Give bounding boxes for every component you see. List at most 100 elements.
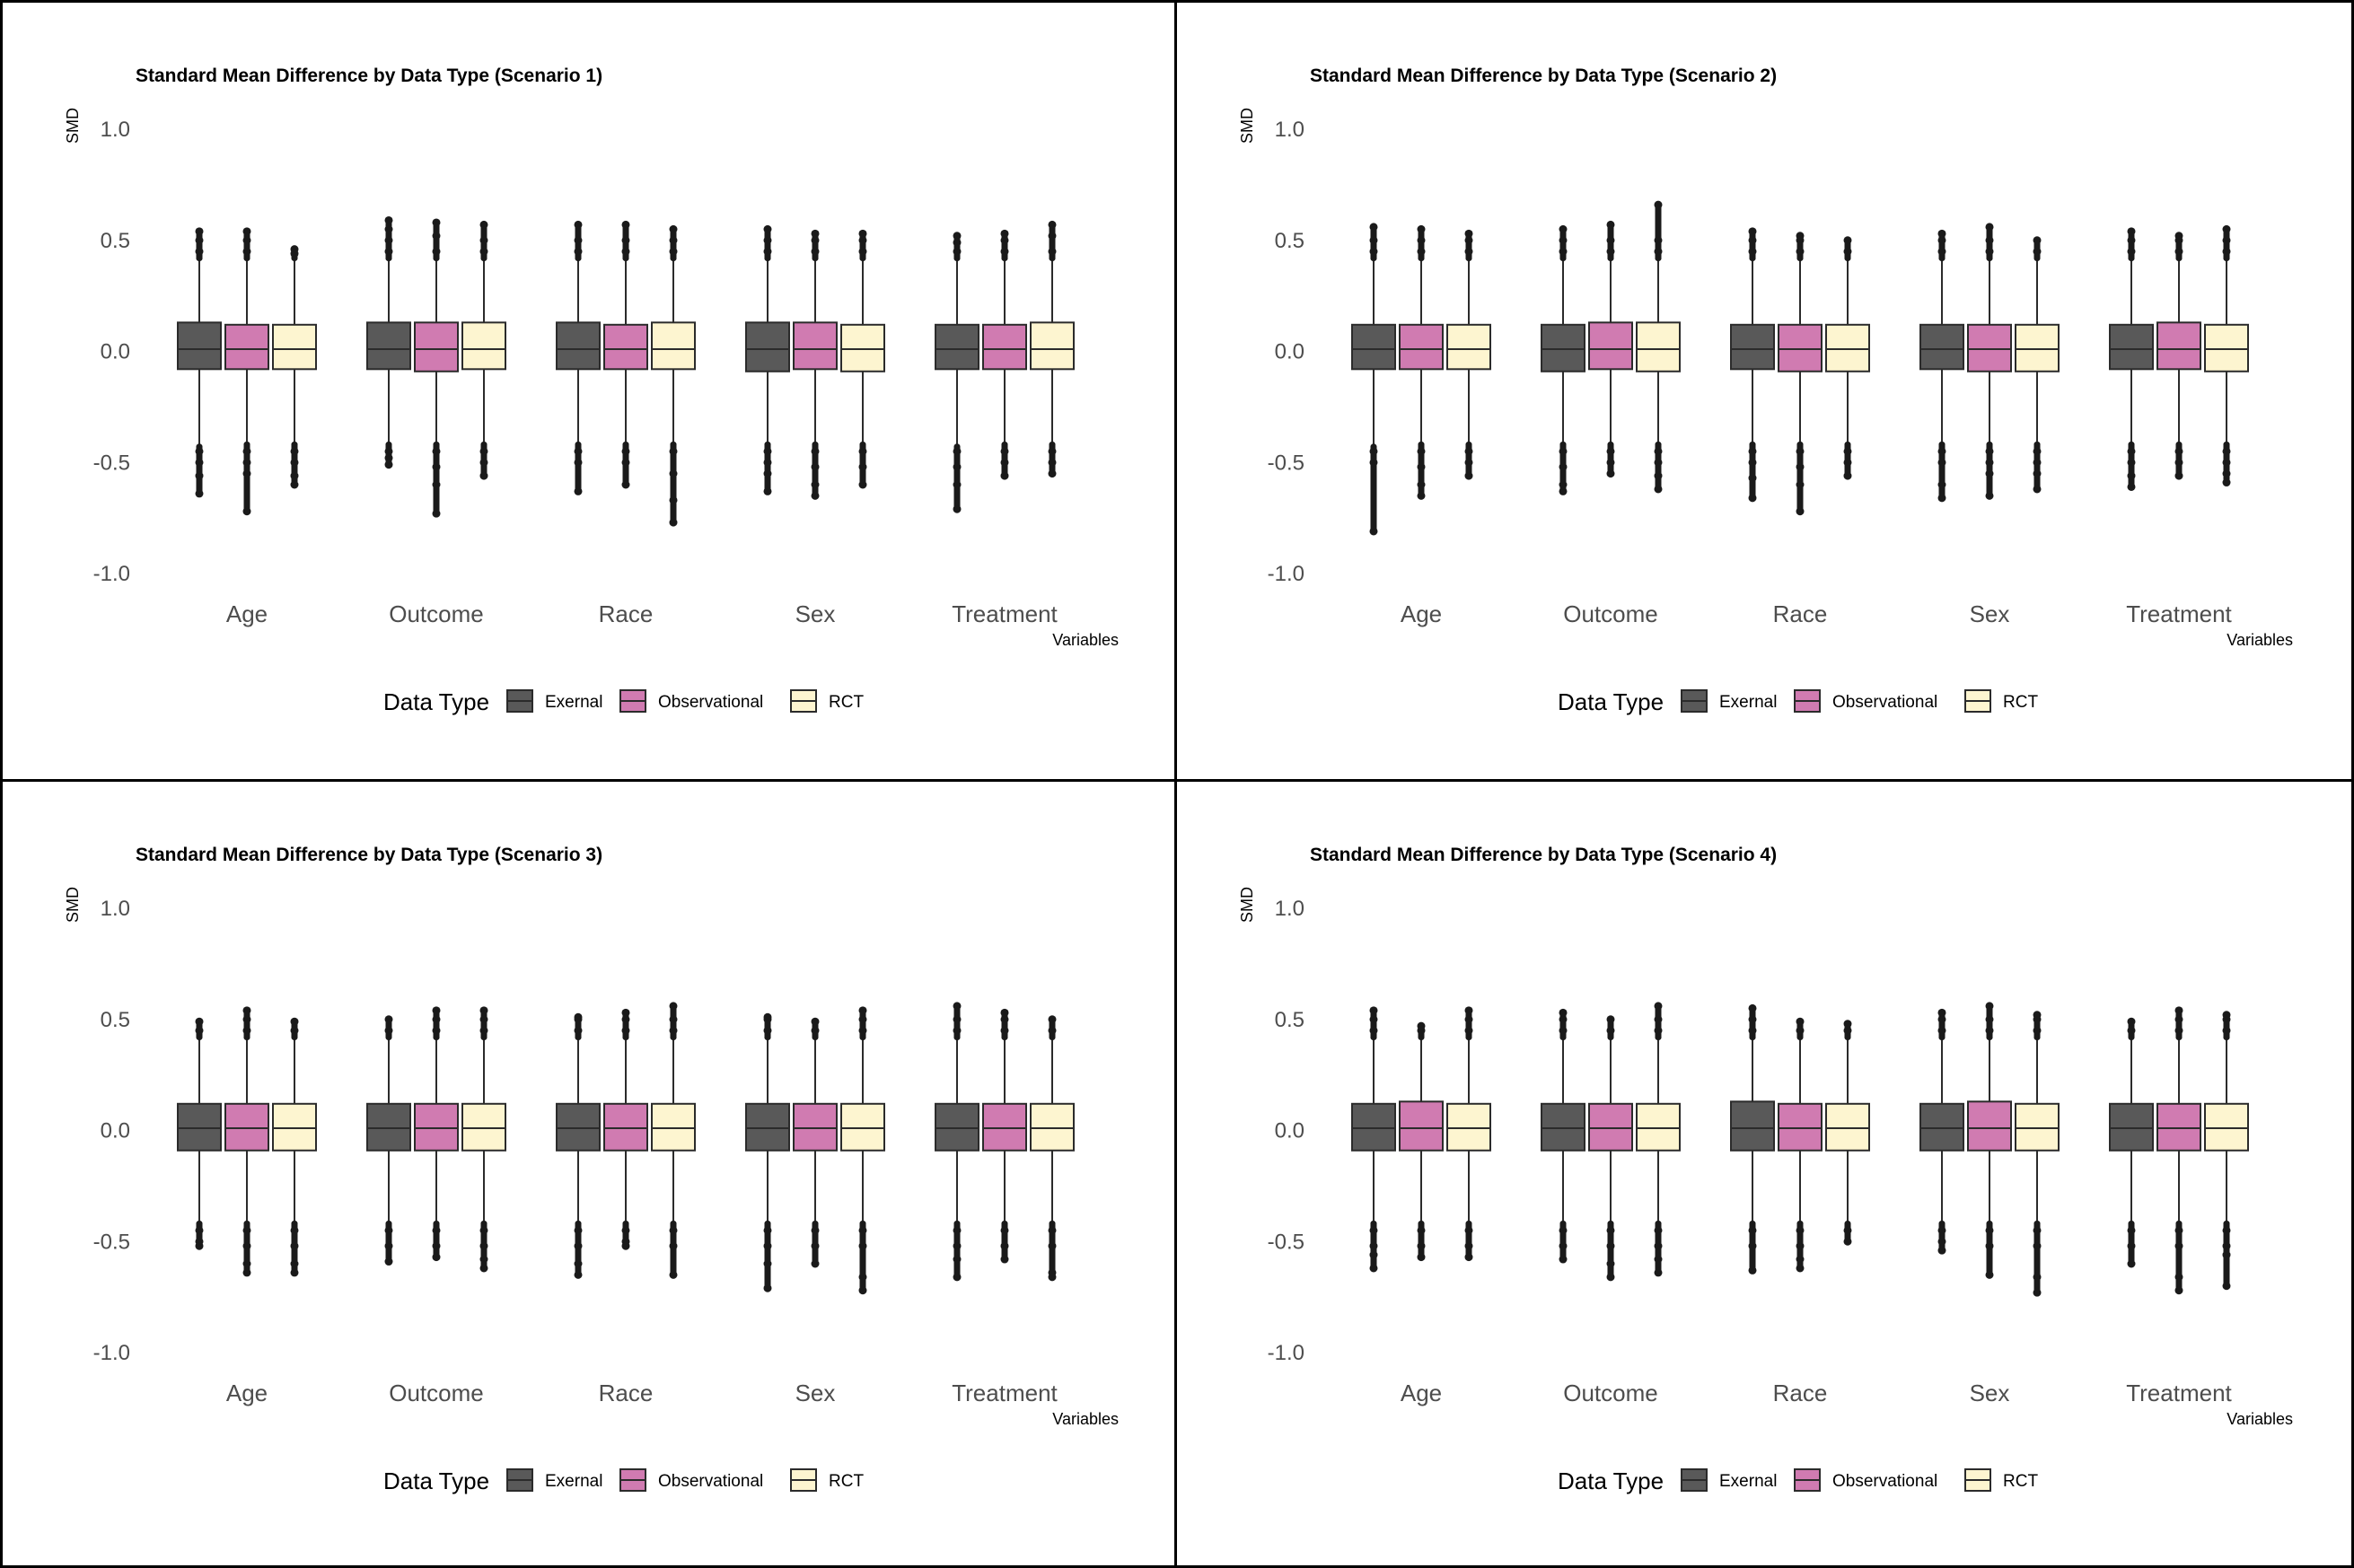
x-tick-label-treatment: Treatment xyxy=(2126,600,2232,627)
box-iqr xyxy=(603,1102,648,1152)
box-iqr xyxy=(366,1102,411,1152)
outlier-point xyxy=(2222,1011,2231,1020)
outlier-point xyxy=(1417,1021,1426,1030)
box-age-observational xyxy=(224,227,269,516)
outlier-point xyxy=(811,229,820,238)
y-tick-label: 0.5 xyxy=(1275,229,1304,253)
box-iqr xyxy=(414,1102,459,1152)
box-iqr xyxy=(1636,321,1681,372)
chart-svg: Standard Mean Difference by Data Type (S… xyxy=(1238,845,2293,1494)
outlier-point xyxy=(1654,1002,1663,1011)
outlier-point xyxy=(1000,1008,1009,1017)
box-iqr xyxy=(651,1102,696,1152)
box-sex-exernal xyxy=(745,1012,790,1292)
y-axis-label: SMD xyxy=(64,887,82,923)
outlier-point xyxy=(1937,229,1946,238)
box-age-exernal xyxy=(1351,1006,1396,1273)
outlier-point xyxy=(432,1253,441,1262)
y-tick-label: 0.5 xyxy=(101,1008,130,1032)
outlier-point xyxy=(1464,1253,1473,1262)
box-iqr xyxy=(2015,1102,2060,1152)
x-tick-label-race: Race xyxy=(599,1380,654,1406)
x-tick-label-outcome: Outcome xyxy=(389,600,484,627)
outlier-point xyxy=(811,491,820,500)
box-iqr xyxy=(1588,1102,1633,1152)
outlier-point xyxy=(2127,482,2136,491)
outlier-point xyxy=(242,227,251,236)
outlier-point xyxy=(621,480,630,489)
legend-item-exernal: Exernal xyxy=(506,1468,602,1492)
outlier-point xyxy=(479,1006,488,1015)
box-iqr xyxy=(1446,323,1491,371)
outlier-point xyxy=(1985,1270,1994,1279)
box-iqr xyxy=(1399,1100,1444,1152)
outlier-point xyxy=(574,220,583,229)
box-age-exernal xyxy=(177,227,222,498)
outlier-point xyxy=(1559,224,1568,233)
box-iqr xyxy=(1636,1102,1681,1152)
box-sex-rct xyxy=(840,229,885,489)
box-iqr xyxy=(1967,1100,2012,1152)
outlier-point xyxy=(2033,1011,2042,1020)
box-age-observational xyxy=(1399,1021,1444,1262)
outlier-point xyxy=(669,518,678,527)
outlier-point xyxy=(479,471,488,480)
outlier-point xyxy=(1464,229,1473,238)
x-tick-label-sex: Sex xyxy=(795,600,836,627)
box-iqr xyxy=(2109,1102,2154,1152)
outlier-point xyxy=(1654,200,1663,209)
box-age-rct xyxy=(1446,229,1491,480)
box-sex-rct xyxy=(2015,236,2060,494)
outlier-point xyxy=(1606,1015,1615,1024)
box-iqr xyxy=(1030,321,1075,371)
chart-panel-scenario-1: Standard Mean Difference by Data Type (S… xyxy=(0,0,1179,784)
box-iqr xyxy=(1967,323,2012,372)
outlier-point xyxy=(574,1270,583,1279)
legend-item-rct: RCT xyxy=(790,1468,864,1492)
outlier-point xyxy=(290,1268,299,1277)
x-tick-label-age: Age xyxy=(1401,1380,1442,1406)
box-outcome-exernal xyxy=(366,1015,411,1266)
outlier-point xyxy=(953,1273,962,1282)
box-outcome-observational xyxy=(1588,1015,1633,1282)
outlier-point xyxy=(1000,471,1009,480)
box-outcome-rct xyxy=(461,1006,506,1273)
legend-label: Observational xyxy=(658,693,763,712)
box-iqr xyxy=(2156,321,2201,371)
box-iqr xyxy=(461,1102,506,1152)
outlier-point xyxy=(1985,491,1994,500)
outlier-point xyxy=(1796,1017,1805,1026)
box-race-exernal xyxy=(1730,227,1775,503)
y-tick-label: -1.0 xyxy=(93,1341,130,1365)
outlier-point xyxy=(669,1002,678,1011)
box-iqr xyxy=(1919,1102,1964,1152)
legend: Data Type Exernal Observational RCT xyxy=(383,688,864,715)
outlier-point xyxy=(290,245,299,254)
box-iqr xyxy=(1730,323,1775,371)
outlier-point xyxy=(384,215,393,224)
box-iqr xyxy=(2015,323,2060,372)
box-age-observational xyxy=(224,1006,269,1277)
box-race-exernal xyxy=(556,220,601,495)
legend-item-exernal: Exernal xyxy=(1681,689,1777,713)
y-tick-label: 1.0 xyxy=(101,118,130,142)
x-tick-label-age: Age xyxy=(1401,600,1442,627)
outlier-point xyxy=(953,1002,962,1011)
outlier-point xyxy=(621,1241,630,1250)
outlier-point xyxy=(2222,224,2231,233)
box-iqr xyxy=(556,321,601,371)
outlier-point xyxy=(290,480,299,489)
legend: Data Type Exernal Observational RCT xyxy=(1558,688,2038,715)
outlier-point xyxy=(1417,1253,1426,1262)
box-treatment-exernal xyxy=(935,1002,979,1282)
box-outcome-observational xyxy=(414,218,459,518)
y-tick-label: 1.0 xyxy=(1275,118,1304,142)
x-axis-label: Variables xyxy=(2227,1410,2293,1428)
box-treatment-rct xyxy=(1030,1015,1075,1282)
box-sex-observational xyxy=(793,1017,838,1268)
box-outcome-observational xyxy=(1588,220,1633,478)
box-iqr xyxy=(651,321,696,371)
outlier-point xyxy=(1464,471,1473,480)
outlier-point xyxy=(1369,1006,1378,1015)
box-iqr xyxy=(1730,1100,1775,1152)
